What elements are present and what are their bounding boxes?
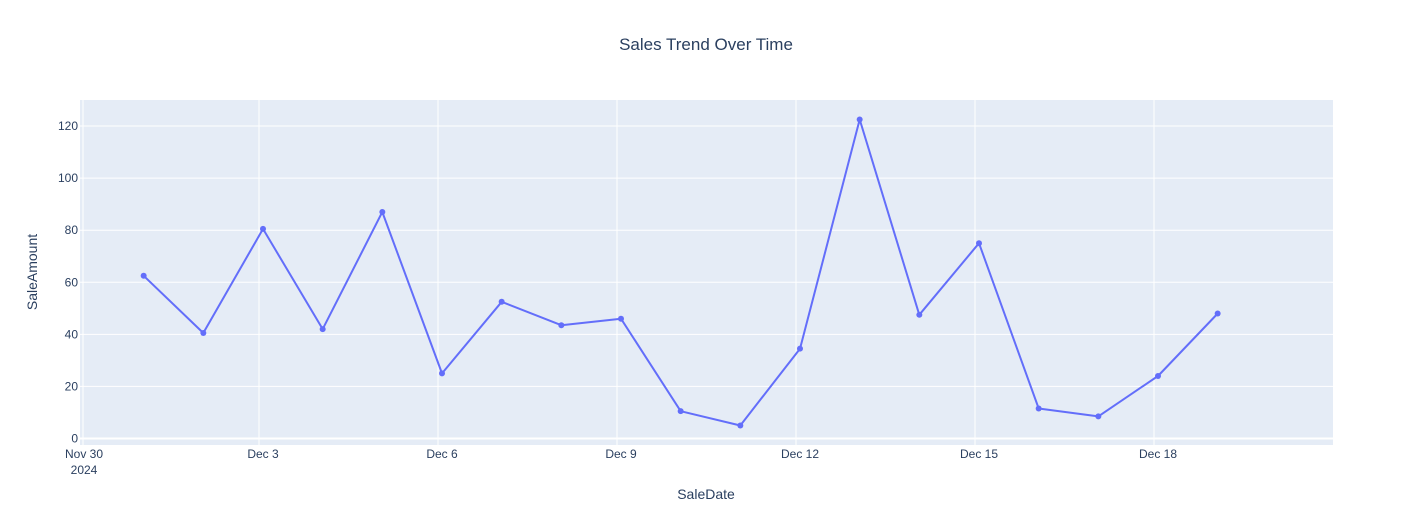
x-axis-title: SaleDate [677,486,735,502]
y-tick-label: 0 [71,431,78,445]
data-point [1214,310,1221,317]
x-tick-label: Dec 6 [426,447,458,461]
data-point [379,208,386,215]
chart-title: Sales Trend Over Time [619,35,793,54]
x-tick-labels: Nov 30 2024 Dec 3 Dec 6 Dec 9 Dec 12 Dec 15 Dec… [65,447,1177,477]
data-point [1035,405,1042,412]
data-point [856,116,863,123]
data-point [737,422,744,429]
y-tick-label: 80 [65,223,79,237]
plot-background [80,100,1333,445]
data-point [200,330,207,337]
data-point [618,315,624,322]
y-axis-title: SaleAmount [24,234,40,310]
data-point [1155,373,1161,379]
x-tick-label: Dec 9 [605,447,637,461]
x-tick-label: Dec 18 [1139,447,1177,461]
x-tick-label: Dec 12 [781,447,819,461]
data-point [558,322,565,329]
data-point [797,345,803,352]
x-tick-label: Dec 3 [247,447,279,461]
x-tick-year-label: 2024 [71,463,98,477]
y-tick-label: 100 [58,171,78,185]
data-point [439,370,445,377]
data-point [319,326,326,333]
data-point [1095,413,1102,420]
y-tick-label: 40 [65,327,79,341]
data-point [916,311,923,318]
y-gridlines [80,125,1333,440]
data-point [677,408,684,415]
data-point [976,240,982,247]
y-tick-labels: 0 20 40 60 80 100 120 [58,119,78,445]
x-tick-label: Nov 30 [65,447,103,461]
y-tick-label: 20 [65,379,79,393]
data-point [498,298,505,305]
y-tick-label: 120 [58,119,78,133]
series-saleamount [140,116,1221,429]
x-gridlines [82,100,1155,445]
x-tick-label: Dec 15 [960,447,998,461]
data-point [260,225,266,232]
y-tick-label: 60 [65,275,79,289]
data-point [140,272,147,279]
